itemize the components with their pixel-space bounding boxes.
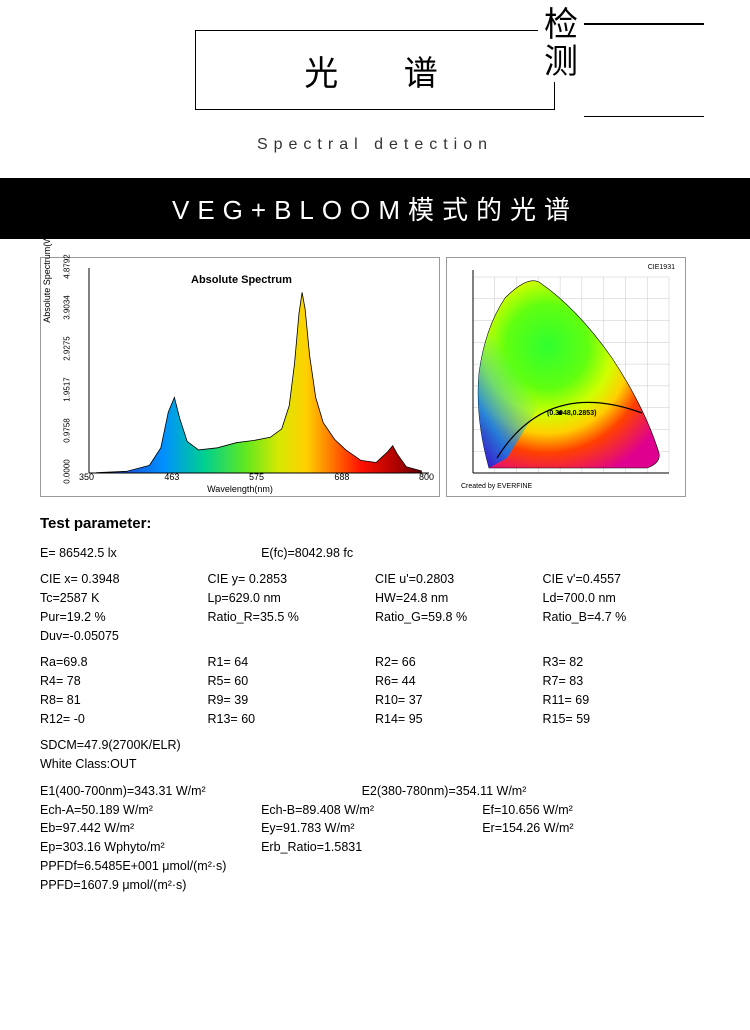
param-R10: R10= 37 xyxy=(375,691,543,710)
param-R5: R5= 60 xyxy=(208,672,376,691)
param-E2: E2(380-780nm)=354.11 W/m² xyxy=(362,782,710,801)
param-E1: E1(400-700nm)=343.31 W/m² xyxy=(40,782,362,801)
param-Erb: Erb_Ratio=1.5831 xyxy=(261,838,710,857)
param-Ey: Ey=91.783 W/m² xyxy=(261,819,482,838)
param-R11: R11= 69 xyxy=(543,691,711,710)
param-R13: R13= 60 xyxy=(208,710,376,729)
param-R12: R12= -0 xyxy=(40,710,208,729)
param-row: R8= 81 R9= 39 R10= 37 R11= 69 xyxy=(40,691,710,710)
cie-chart: CIE1931 Created by EVERFINE xyxy=(446,257,686,497)
param-Duv: Duv=-0.05075 xyxy=(40,627,208,646)
param-row: White Class:OUT xyxy=(40,755,710,774)
param-row: E= 86542.5 lx E(fc)=8042.98 fc xyxy=(40,544,710,563)
param-WhiteClass: White Class:OUT xyxy=(40,755,710,774)
param-row: PPFDf=6.5485E+001 μmol/(m²·s) xyxy=(40,857,710,876)
param-R9: R9= 39 xyxy=(208,691,376,710)
spectrum-x-label: Wavelength(nm) xyxy=(207,484,273,494)
params-block: Test parameter: E= 86542.5 lx E(fc)=8042… xyxy=(0,505,750,894)
cie-point-label: (0.3948,0.2853) xyxy=(547,410,596,417)
param-R7: R7= 83 xyxy=(543,672,711,691)
param-row: CIE x= 0.3948 CIE y= 0.2853 CIE u'=0.280… xyxy=(40,570,710,589)
param-Tc: Tc=2587 K xyxy=(40,589,208,608)
param-CIEx: CIE x= 0.3948 xyxy=(40,570,208,589)
param-row: PPFD=1607.9 μmol/(m²·s) xyxy=(40,876,710,895)
param-R2: R2= 66 xyxy=(375,653,543,672)
param-row: Pur=19.2 % Ratio_R=35.5 % Ratio_G=59.8 %… xyxy=(40,608,710,627)
param-CIEu: CIE u'=0.2803 xyxy=(375,570,543,589)
param-HW: HW=24.8 nm xyxy=(375,589,543,608)
param-EchB: Ech-B=89.408 W/m² xyxy=(261,801,482,820)
param-R8: R8= 81 xyxy=(40,691,208,710)
param-row: R4= 78 R5= 60 R6= 44 R7= 83 xyxy=(40,672,710,691)
side-char-bot: 测 xyxy=(544,44,578,81)
subtitle: Spectral detection xyxy=(0,136,750,154)
param-Ld: Ld=700.0 nm xyxy=(543,589,711,608)
params-title: Test parameter: xyxy=(40,513,710,536)
cie-note: Created by EVERFINE xyxy=(461,483,532,490)
spectrum-title: Absolute Spectrum xyxy=(191,274,292,286)
spectrum-y-label: Absolute Spectrum(W/m²/nm) xyxy=(42,204,52,323)
param-R6: R6= 44 xyxy=(375,672,543,691)
param-Eb: Eb=97.442 W/m² xyxy=(40,819,261,838)
param-R1: R1= 64 xyxy=(208,653,376,672)
section-bar: VEG+BLOOM模式的光谱 xyxy=(0,178,750,239)
title-frame: 光 谱 检 测 xyxy=(195,30,555,110)
param-row: Ech-A=50.189 W/m² Ech-B=89.408 W/m² Ef=1… xyxy=(40,801,710,820)
param-row: SDCM=47.9(2700K/ELR) xyxy=(40,736,710,755)
param-RatioB: Ratio_B=4.7 % xyxy=(543,608,711,627)
param-EchA: Ech-A=50.189 W/m² xyxy=(40,801,261,820)
param-R3: R3= 82 xyxy=(543,653,711,672)
param-Ra: Ra=69.8 xyxy=(40,653,208,672)
param-Efc: E(fc)=8042.98 fc xyxy=(261,544,710,563)
param-RatioG: Ratio_G=59.8 % xyxy=(375,608,543,627)
param-Ef: Ef=10.656 W/m² xyxy=(482,801,710,820)
deco-line xyxy=(584,116,704,118)
param-R14: R14= 95 xyxy=(375,710,543,729)
param-row: Eb=97.442 W/m² Ey=91.783 W/m² Er=154.26 … xyxy=(40,819,710,838)
param-SDCM: SDCM=47.9(2700K/ELR) xyxy=(40,736,710,755)
param-row: Ep=303.16 Wphyto/m² Erb_Ratio=1.5831 xyxy=(40,838,710,857)
param-row: Duv=-0.05075 xyxy=(40,627,710,646)
side-char-top: 检 xyxy=(544,7,578,44)
param-CIEy: CIE y= 0.2853 xyxy=(208,570,376,589)
deco-line xyxy=(584,23,704,25)
main-title: 光 谱 xyxy=(284,46,465,95)
param-E: E= 86542.5 lx xyxy=(40,544,261,563)
param-R15: R15= 59 xyxy=(543,710,711,729)
param-Ep: Ep=303.16 Wphyto/m² xyxy=(40,838,261,857)
spectrum-svg xyxy=(41,258,441,498)
param-Er: Er=154.26 W/m² xyxy=(482,819,710,838)
charts-row: Absolute Spectrum Absolute Spectrum(W/m²… xyxy=(0,239,750,505)
side-title: 检 测 xyxy=(538,7,584,82)
param-Lp: Lp=629.0 nm xyxy=(208,589,376,608)
param-R4: R4= 78 xyxy=(40,672,208,691)
spectrum-chart: Absolute Spectrum Absolute Spectrum(W/m²… xyxy=(40,257,440,497)
param-PPFDf: PPFDf=6.5485E+001 μmol/(m²·s) xyxy=(40,857,710,876)
cie-title: CIE1931 xyxy=(648,264,675,271)
param-row: Tc=2587 K Lp=629.0 nm HW=24.8 nm Ld=700.… xyxy=(40,589,710,608)
param-CIEv: CIE v'=0.4557 xyxy=(543,570,711,589)
param-row: R12= -0 R13= 60 R14= 95 R15= 59 xyxy=(40,710,710,729)
param-row: Ra=69.8 R1= 64 R2= 66 R3= 82 xyxy=(40,653,710,672)
param-PPFD: PPFD=1607.9 μmol/(m²·s) xyxy=(40,876,710,895)
param-RatioR: Ratio_R=35.5 % xyxy=(208,608,376,627)
param-Pur: Pur=19.2 % xyxy=(40,608,208,627)
param-row: E1(400-700nm)=343.31 W/m² E2(380-780nm)=… xyxy=(40,782,710,801)
cie-svg xyxy=(447,258,687,498)
